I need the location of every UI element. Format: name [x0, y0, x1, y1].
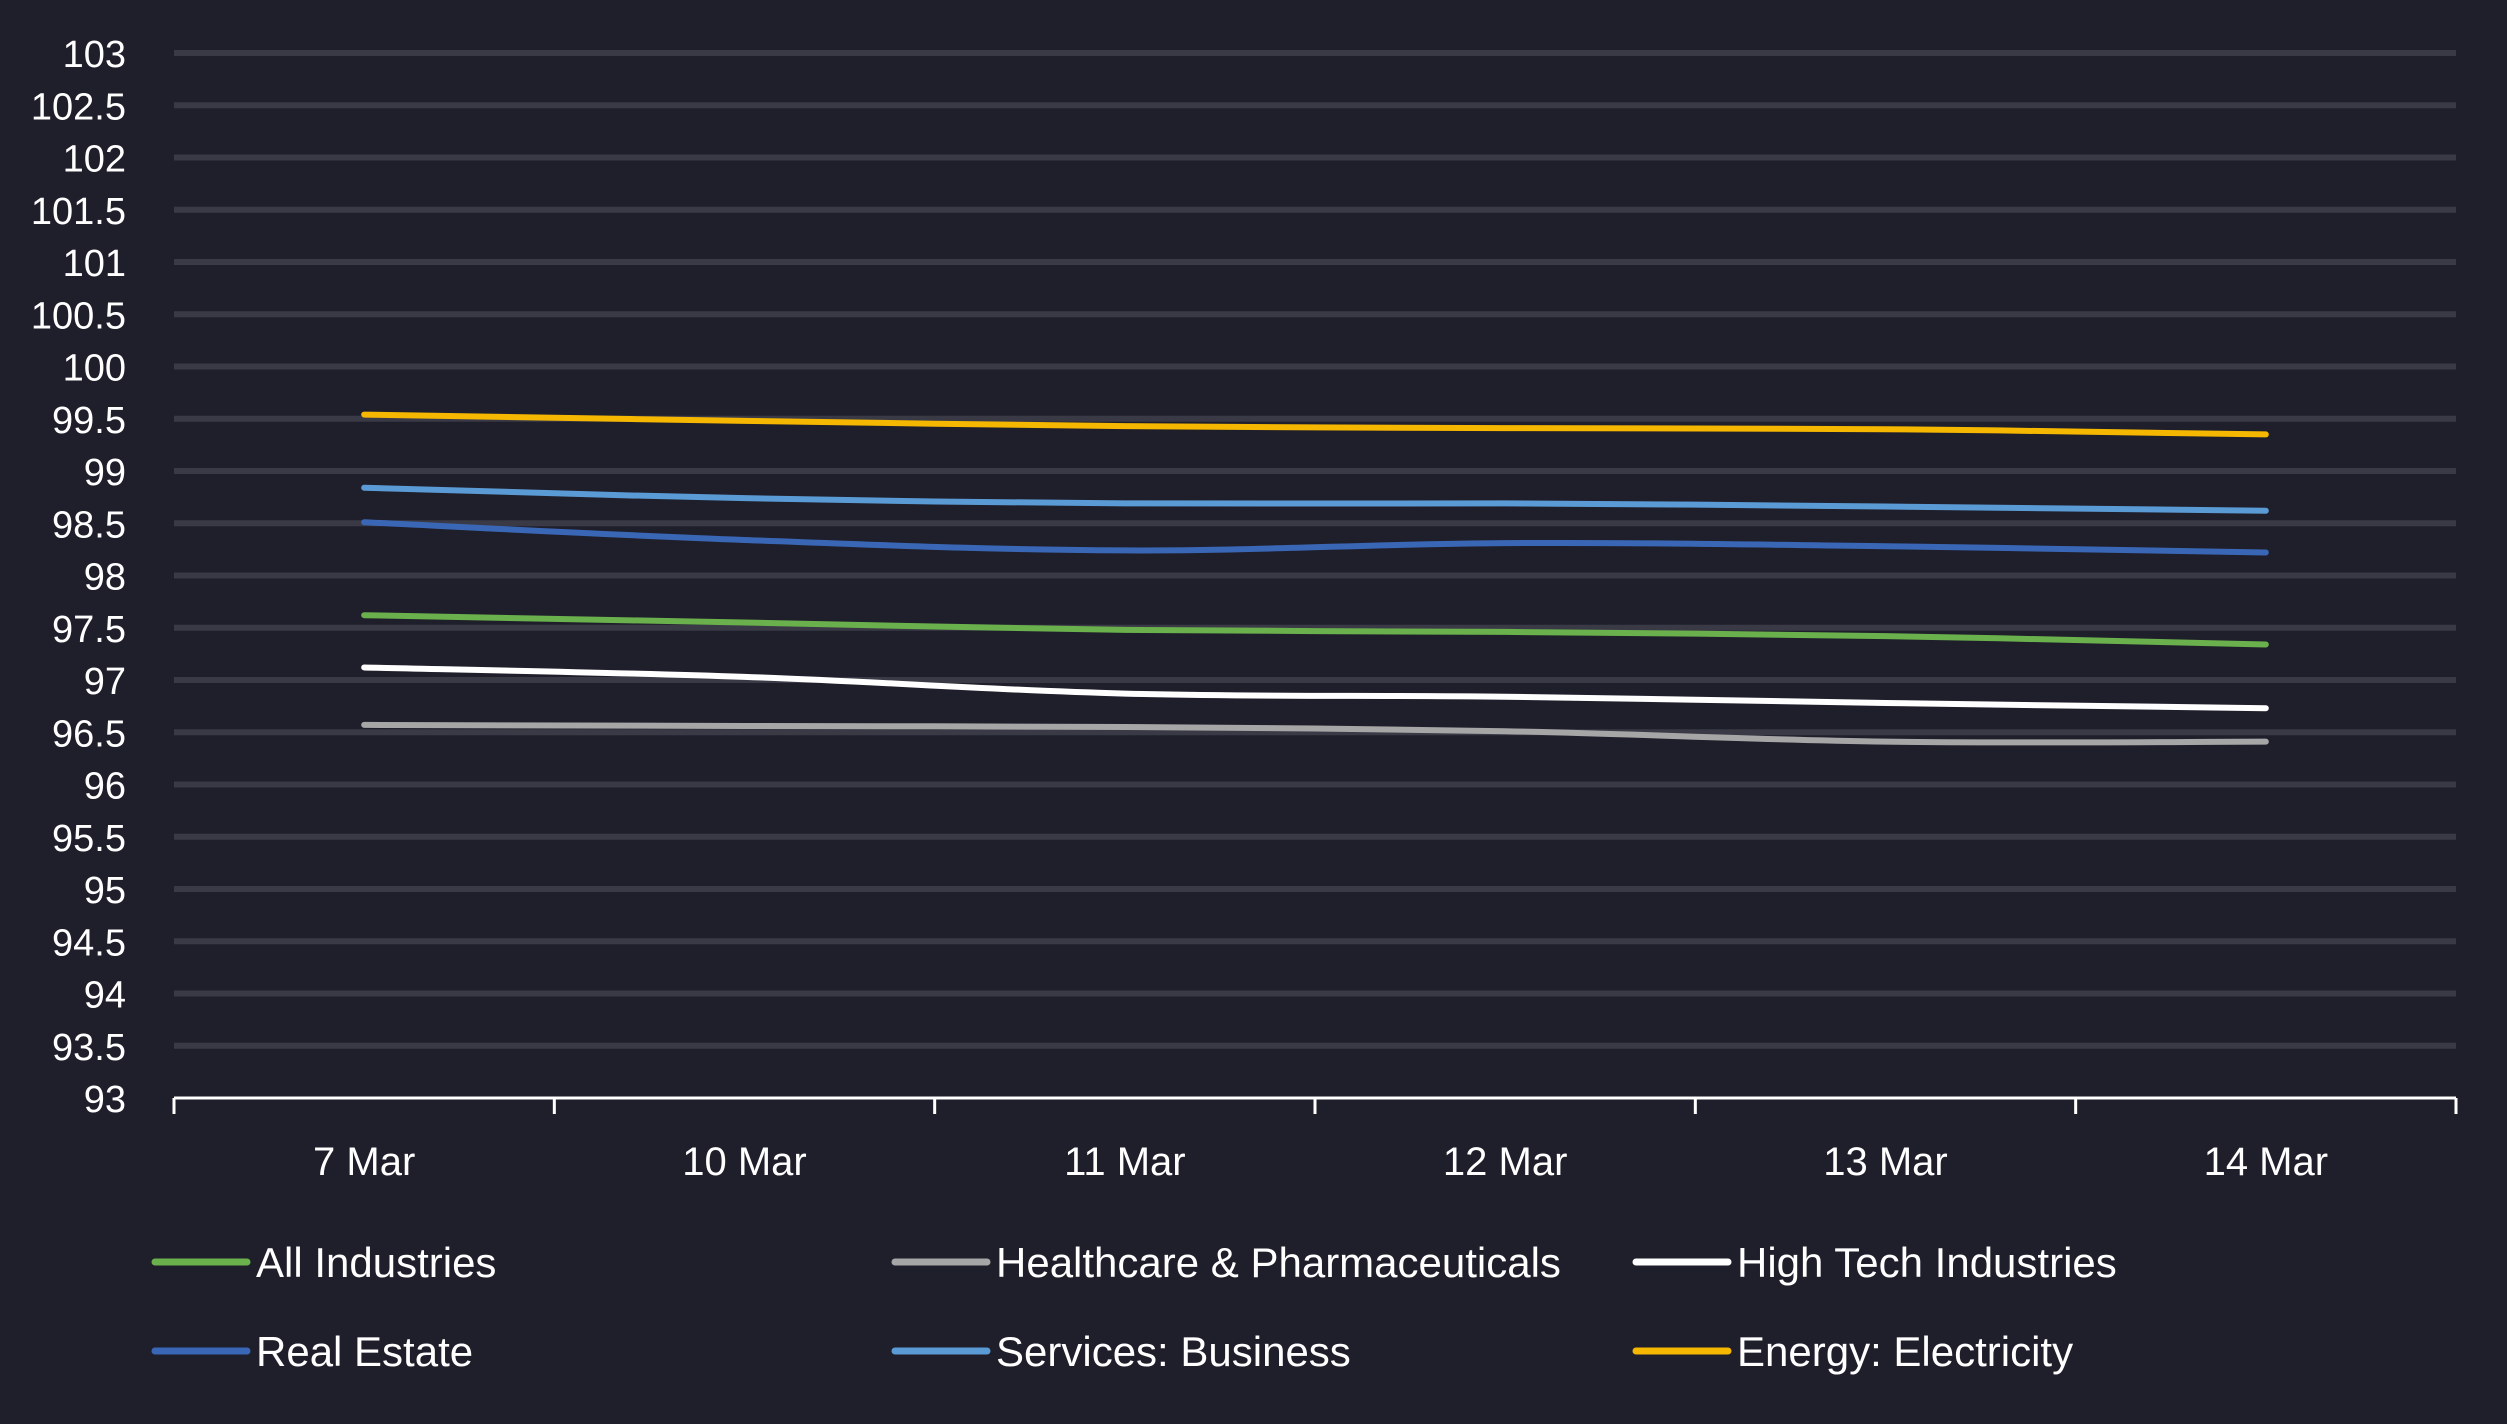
legend-label: High Tech Industries [1737, 1239, 2117, 1286]
series-lines [361, 411, 2269, 746]
legend: All Industries Healthcare & Pharmaceutica… [151, 1239, 2117, 1375]
x-tick-label: 10 Mar [682, 1140, 807, 1184]
legend-item: High Tech Industries [1632, 1239, 2117, 1286]
legend-label: Real Estate [256, 1328, 473, 1375]
series-line-healthcare-pharmaceuticals [361, 721, 2269, 746]
y-axis-ticks: 93 93.5 94 94.5 95 95.5 96 96.5 97 97.5 98 98.5 99 99… [31, 34, 126, 1121]
x-tick-label: 14 Mar [2204, 1140, 2329, 1184]
legend-label: Energy: Electricity [1737, 1328, 2073, 1375]
x-tick-label: 7 Mar [313, 1140, 415, 1184]
x-tick-label: 11 Mar [1064, 1140, 1186, 1184]
legend-label: Healthcare & Pharmaceuticals [996, 1239, 1561, 1286]
y-tick-label: 94.5 [52, 922, 126, 964]
y-tick-label: 99 [84, 452, 126, 494]
y-tick-label: 97.5 [52, 609, 126, 651]
y-tick-label: 95.5 [52, 818, 126, 860]
legend-item: All Industries [151, 1239, 496, 1286]
x-tick-label: 13 Mar [1823, 1140, 1948, 1184]
legend-label: All Industries [256, 1239, 496, 1286]
series-line-all-industries [361, 612, 2269, 648]
y-tick-label: 101.5 [31, 191, 126, 233]
legend-item: Real Estate [151, 1328, 473, 1375]
y-tick-label: 95 [84, 870, 126, 912]
y-tick-label: 98 [84, 557, 126, 599]
x-tick-label: 12 Mar [1443, 1140, 1568, 1184]
y-tick-label: 102.5 [31, 86, 126, 128]
series-line-energy-electricity [361, 411, 2269, 438]
y-tick-label: 97 [84, 661, 126, 703]
series-line-high-tech-industries [361, 664, 2269, 712]
y-tick-label: 100 [63, 348, 126, 390]
y-tick-label: 94 [84, 975, 126, 1017]
y-tick-label: 101 [63, 243, 126, 285]
y-tick-label: 93 [84, 1079, 126, 1121]
y-tick-label: 102 [63, 139, 126, 181]
y-tick-label: 96 [84, 766, 126, 808]
legend-item: Services: Business [891, 1328, 1351, 1375]
legend-item: Healthcare & Pharmaceuticals [891, 1239, 1561, 1286]
y-tick-label: 100.5 [31, 295, 126, 337]
y-tick-label: 103 [63, 34, 126, 76]
legend-item: Energy: Electricity [1632, 1328, 2073, 1375]
y-tick-label: 96.5 [52, 713, 126, 755]
y-tick-label: 93.5 [52, 1027, 126, 1069]
gridlines [174, 50, 2456, 1049]
legend-label: Services: Business [996, 1328, 1351, 1375]
y-tick-label: 98.5 [52, 504, 126, 546]
x-axis: 7 Mar 10 Mar 11 Mar 12 Mar 13 Mar 14 Mar [172, 1096, 2458, 1184]
series-line-real-estate [361, 519, 2269, 556]
series-line-services-business [361, 484, 2269, 514]
y-tick-label: 99.5 [52, 400, 126, 442]
